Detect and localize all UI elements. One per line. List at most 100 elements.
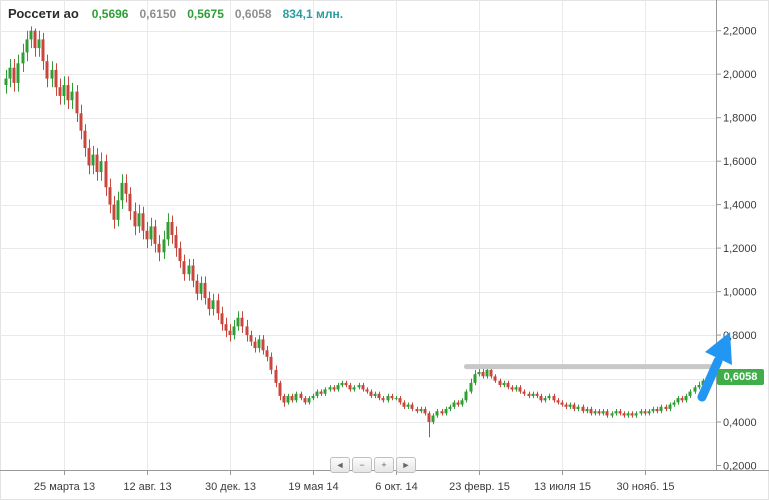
y-axis-label: 1,4000 <box>723 200 757 212</box>
candle <box>307 396 311 405</box>
candle <box>589 406 593 416</box>
candle <box>473 369 477 386</box>
candle <box>605 409 609 418</box>
candle <box>87 139 91 175</box>
candle <box>618 409 622 416</box>
ohlc-value: 0,6150 <box>139 7 177 21</box>
candle <box>456 400 460 407</box>
candle <box>278 380 282 401</box>
candle <box>535 391 539 399</box>
x-axis-label: 13 июля 15 <box>534 481 591 493</box>
candle <box>672 400 676 407</box>
candle <box>16 54 20 92</box>
candle <box>543 396 547 403</box>
candle <box>514 385 518 392</box>
instrument-title: Россети ао <box>8 6 79 21</box>
candle <box>191 259 195 288</box>
candle <box>79 104 83 140</box>
candle <box>157 235 161 262</box>
candle <box>70 82 74 109</box>
candle <box>37 30 41 57</box>
candle <box>50 61 54 88</box>
zoom-in-button[interactable]: + <box>374 457 394 473</box>
zoom-out-button[interactable]: − <box>352 457 372 473</box>
candle <box>12 59 16 92</box>
candle <box>99 152 103 181</box>
candle <box>564 402 568 409</box>
candle <box>41 32 45 70</box>
pan-left-button[interactable]: ◄ <box>330 457 350 473</box>
x-axis-label: 30 нояб. 15 <box>616 481 674 493</box>
candle <box>236 311 240 331</box>
candle <box>435 409 439 418</box>
candle <box>224 317 228 338</box>
candle <box>684 393 688 403</box>
candle <box>622 411 626 418</box>
candle <box>431 413 435 425</box>
candle <box>220 306 224 331</box>
candle <box>410 402 414 412</box>
y-axis-label: 2,0000 <box>723 69 757 81</box>
candle <box>601 409 605 416</box>
axes <box>0 0 769 475</box>
candle <box>639 409 643 416</box>
candle <box>626 411 630 418</box>
candle <box>539 393 543 403</box>
candle <box>137 204 141 233</box>
candle <box>58 78 62 105</box>
candle <box>655 406 659 414</box>
candle <box>153 219 157 253</box>
candle <box>643 409 647 416</box>
candle <box>319 389 323 396</box>
candle <box>688 389 692 399</box>
candle <box>680 396 684 403</box>
candle <box>91 145 95 175</box>
candle <box>361 382 365 392</box>
grid-lines <box>0 0 716 470</box>
candle <box>170 215 174 244</box>
candle <box>547 393 551 401</box>
candle <box>610 411 614 418</box>
candle <box>369 389 373 399</box>
candle <box>120 174 124 209</box>
candle <box>522 389 526 396</box>
candle <box>344 380 348 388</box>
candle <box>560 400 564 407</box>
candle <box>332 385 336 392</box>
chart-nav-toolbar: ◄ − + ► <box>330 457 416 473</box>
y-axis-label: 1,8000 <box>723 113 757 125</box>
candle <box>211 293 215 316</box>
candle <box>390 393 394 401</box>
y-axis-label: 2,2000 <box>723 26 757 38</box>
candle <box>240 311 244 333</box>
candle <box>145 222 149 249</box>
candle <box>394 396 398 401</box>
candle <box>116 191 120 227</box>
candle <box>531 391 535 399</box>
x-axis-label: 23 февр. 15 <box>449 481 510 493</box>
y-axis-label: 1,0000 <box>723 287 757 299</box>
candle <box>108 178 112 214</box>
candle <box>373 391 377 399</box>
candle <box>572 402 576 412</box>
pan-right-button[interactable]: ► <box>396 457 416 473</box>
candle <box>303 396 307 405</box>
candle <box>357 382 361 390</box>
candle <box>502 380 506 388</box>
candle <box>124 174 128 203</box>
candle <box>415 406 419 414</box>
x-axis-label: 6 окт. 14 <box>375 481 417 493</box>
candle <box>328 385 332 392</box>
candle <box>664 404 668 412</box>
candle <box>651 406 655 414</box>
last-price-badge: 0,6058 <box>717 369 764 385</box>
candle <box>323 387 327 396</box>
candle <box>178 241 182 268</box>
x-axis-label: 12 авг. 13 <box>123 481 171 493</box>
candle <box>286 393 290 405</box>
candle <box>249 330 253 346</box>
candle <box>45 54 49 88</box>
candle <box>133 202 137 236</box>
candle <box>419 406 423 414</box>
